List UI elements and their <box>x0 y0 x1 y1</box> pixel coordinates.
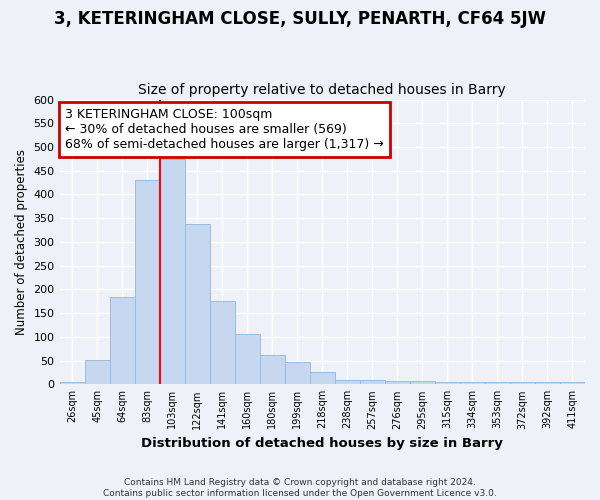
Bar <box>110 296 134 384</box>
Bar <box>310 372 335 384</box>
Text: 3, KETERINGHAM CLOSE, SULLY, PENARTH, CF64 5JW: 3, KETERINGHAM CLOSE, SULLY, PENARTH, CF… <box>54 10 546 28</box>
Bar <box>85 360 110 384</box>
Bar <box>560 382 585 384</box>
Bar <box>485 382 510 384</box>
Bar <box>460 382 485 384</box>
Title: Size of property relative to detached houses in Barry: Size of property relative to detached ho… <box>139 83 506 97</box>
Bar <box>410 381 435 384</box>
Bar <box>260 355 285 384</box>
Bar <box>360 380 385 384</box>
Y-axis label: Number of detached properties: Number of detached properties <box>15 149 28 335</box>
Bar <box>535 382 560 384</box>
Bar <box>160 159 185 384</box>
Bar <box>59 382 85 384</box>
Bar <box>235 334 260 384</box>
Text: Contains HM Land Registry data © Crown copyright and database right 2024.
Contai: Contains HM Land Registry data © Crown c… <box>103 478 497 498</box>
Bar <box>209 302 235 384</box>
X-axis label: Distribution of detached houses by size in Barry: Distribution of detached houses by size … <box>142 437 503 450</box>
Bar <box>335 380 360 384</box>
Bar <box>510 382 535 384</box>
Text: 3 KETERINGHAM CLOSE: 100sqm
← 30% of detached houses are smaller (569)
68% of se: 3 KETERINGHAM CLOSE: 100sqm ← 30% of det… <box>65 108 383 151</box>
Bar <box>185 224 209 384</box>
Bar <box>435 382 460 384</box>
Bar <box>385 380 410 384</box>
Bar <box>134 180 160 384</box>
Bar <box>285 362 310 384</box>
